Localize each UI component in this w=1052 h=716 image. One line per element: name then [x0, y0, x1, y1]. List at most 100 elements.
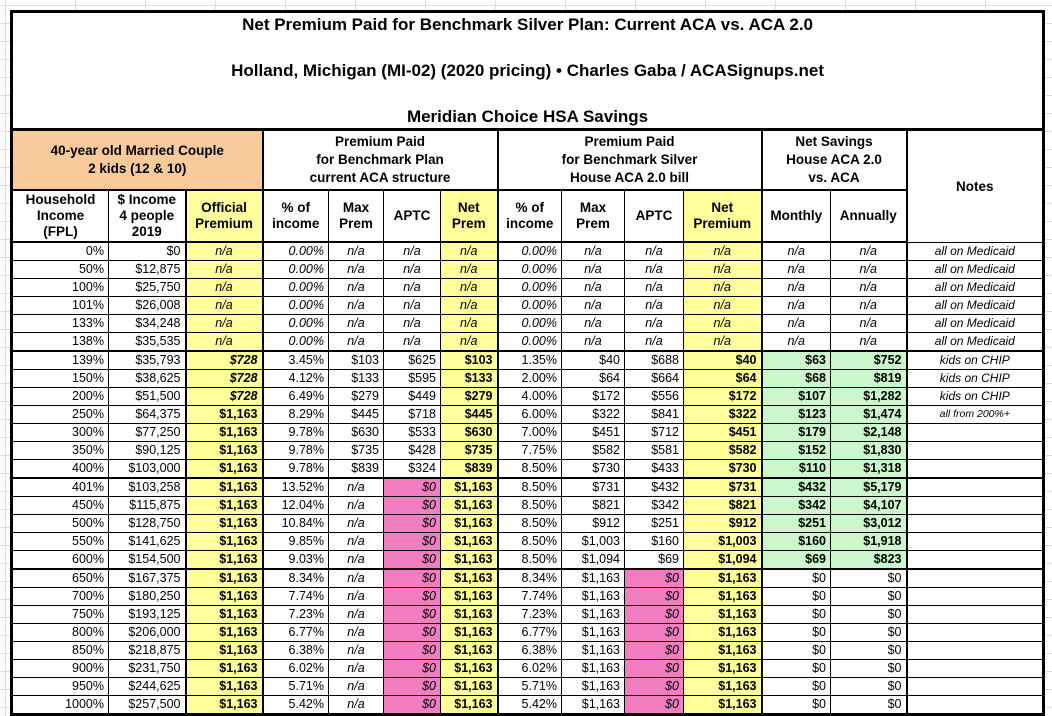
- cell-aca2-max-prem[interactable]: n/a: [561, 314, 625, 333]
- cell-aca2-net-premium[interactable]: n/a: [683, 332, 762, 352]
- cell-aca-pct-income[interactable]: 13.52%: [262, 477, 329, 497]
- cell-aca2-aptc[interactable]: $0: [624, 587, 684, 606]
- cell-aca2-pct-income[interactable]: 8.34%: [496, 568, 562, 588]
- cell-notes[interactable]: [905, 623, 1045, 642]
- cell-official-premium[interactable]: $1,163: [184, 423, 264, 442]
- cell-savings-annually[interactable]: $752: [830, 350, 907, 370]
- cell-aca2-net-premium[interactable]: $1,163: [683, 587, 762, 606]
- cell-savings-monthly[interactable]: $0: [760, 677, 831, 696]
- cell-savings-annually[interactable]: $4,107: [830, 496, 907, 515]
- cell-aca-net-prem[interactable]: $1,163: [440, 695, 498, 716]
- cell-aca-aptc[interactable]: $0: [383, 514, 441, 533]
- cell-savings-annually[interactable]: $5,179: [830, 477, 907, 497]
- cell-official-premium[interactable]: $1,163: [184, 587, 264, 606]
- cell-aca-net-prem[interactable]: $1,163: [440, 587, 498, 606]
- cell-aca-pct-income[interactable]: 6.38%: [262, 641, 329, 660]
- cell-aca2-net-premium[interactable]: n/a: [683, 241, 762, 261]
- cell-notes[interactable]: [905, 568, 1045, 588]
- cell-official-premium[interactable]: $1,163: [184, 568, 264, 588]
- cell-fpl[interactable]: 138%: [11, 332, 109, 352]
- cell-aca2-max-prem[interactable]: n/a: [561, 260, 625, 279]
- cell-aca-pct-income[interactable]: 8.29%: [262, 405, 329, 424]
- cell-income[interactable]: $141,625: [108, 532, 186, 551]
- cell-aca-aptc[interactable]: $449: [383, 387, 441, 406]
- cell-aca-max-prem[interactable]: n/a: [328, 695, 384, 716]
- cell-aca-pct-income[interactable]: 0.00%: [262, 296, 329, 315]
- cell-notes[interactable]: [905, 641, 1045, 660]
- cell-aca2-aptc[interactable]: $0: [624, 677, 684, 696]
- cell-aca2-net-premium[interactable]: n/a: [683, 260, 762, 279]
- cell-aca2-pct-income[interactable]: 8.50%: [496, 496, 562, 515]
- cell-savings-monthly[interactable]: $0: [760, 587, 831, 606]
- cell-income[interactable]: $51,500: [108, 387, 186, 406]
- cell-aca2-pct-income[interactable]: 6.77%: [496, 623, 562, 642]
- cell-savings-annually[interactable]: $1,918: [830, 532, 907, 551]
- cell-aca-pct-income[interactable]: 3.45%: [262, 350, 329, 370]
- cell-income[interactable]: $206,000: [108, 623, 186, 642]
- cell-savings-annually[interactable]: $3,012: [830, 514, 907, 533]
- cell-official-premium[interactable]: $1,163: [184, 695, 264, 716]
- cell-notes[interactable]: all on Medicaid: [905, 314, 1045, 333]
- cell-aca2-net-premium[interactable]: $1,163: [683, 677, 762, 696]
- cell-aca2-max-prem[interactable]: $821: [561, 496, 625, 515]
- cell-aca2-net-premium[interactable]: $1,163: [683, 605, 762, 624]
- cell-aca2-aptc[interactable]: n/a: [624, 278, 684, 297]
- cell-aca-aptc[interactable]: $0: [383, 587, 441, 606]
- cell-aca2-net-premium[interactable]: $582: [683, 441, 762, 460]
- cell-aca2-max-prem[interactable]: n/a: [561, 332, 625, 352]
- cell-income[interactable]: $34,248: [108, 314, 186, 333]
- cell-aca-aptc[interactable]: n/a: [383, 260, 441, 279]
- cell-aca2-net-premium[interactable]: $1,163: [683, 695, 762, 716]
- cell-notes[interactable]: [905, 496, 1045, 515]
- cell-aca-pct-income[interactable]: 9.78%: [262, 423, 329, 442]
- cell-aca2-pct-income[interactable]: 1.35%: [496, 350, 562, 370]
- cell-aca2-pct-income[interactable]: 2.00%: [496, 369, 562, 388]
- cell-aca-aptc[interactable]: $0: [383, 568, 441, 588]
- cell-notes[interactable]: kids on CHIP: [905, 350, 1045, 370]
- cell-savings-annually[interactable]: $2,148: [830, 423, 907, 442]
- cell-aca2-aptc[interactable]: $0: [624, 623, 684, 642]
- cell-aca2-max-prem[interactable]: $1,163: [561, 587, 625, 606]
- cell-notes[interactable]: all on Medicaid: [905, 241, 1045, 261]
- cell-savings-monthly[interactable]: $0: [760, 568, 831, 588]
- cell-aca-net-prem[interactable]: $1,163: [440, 496, 498, 515]
- cell-aca-pct-income[interactable]: 9.78%: [262, 441, 329, 460]
- cell-aca-aptc[interactable]: $324: [383, 459, 441, 479]
- cell-notes[interactable]: all on Medicaid: [905, 278, 1045, 297]
- cell-aca-pct-income[interactable]: 12.04%: [262, 496, 329, 515]
- cell-aca-max-prem[interactable]: n/a: [328, 550, 384, 570]
- cell-income[interactable]: $38,625: [108, 369, 186, 388]
- cell-aca-aptc[interactable]: $0: [383, 605, 441, 624]
- cell-aca-pct-income[interactable]: 6.49%: [262, 387, 329, 406]
- cell-aca2-pct-income[interactable]: 8.50%: [496, 514, 562, 533]
- cell-income[interactable]: $25,750: [108, 278, 186, 297]
- cell-income[interactable]: $180,250: [108, 587, 186, 606]
- cell-aca2-pct-income[interactable]: 8.50%: [496, 459, 562, 479]
- cell-aca2-aptc[interactable]: $556: [624, 387, 684, 406]
- cell-notes[interactable]: [905, 677, 1045, 696]
- cell-notes[interactable]: [905, 550, 1045, 570]
- cell-aca-net-prem[interactable]: $1,163: [440, 605, 498, 624]
- cell-income[interactable]: $154,500: [108, 550, 186, 570]
- cell-aca-max-prem[interactable]: n/a: [328, 641, 384, 660]
- cell-aca-max-prem[interactable]: n/a: [328, 623, 384, 642]
- cell-aca-net-prem[interactable]: $1,163: [440, 550, 498, 570]
- cell-aca2-net-premium[interactable]: $1,163: [683, 568, 762, 588]
- cell-aca-aptc[interactable]: $0: [383, 641, 441, 660]
- cell-aca2-pct-income[interactable]: 7.75%: [496, 441, 562, 460]
- cell-aca2-max-prem[interactable]: n/a: [561, 241, 625, 261]
- cell-income[interactable]: $115,875: [108, 496, 186, 515]
- cell-aca-net-prem[interactable]: $1,163: [440, 623, 498, 642]
- cell-aca-net-prem[interactable]: $1,163: [440, 568, 498, 588]
- cell-aca-max-prem[interactable]: n/a: [328, 532, 384, 551]
- cell-aca-net-prem[interactable]: n/a: [440, 314, 498, 333]
- cell-aca2-net-premium[interactable]: $1,003: [683, 532, 762, 551]
- cell-aca-net-prem[interactable]: n/a: [440, 260, 498, 279]
- cell-aca-pct-income[interactable]: 6.77%: [262, 623, 329, 642]
- cell-savings-annually[interactable]: n/a: [830, 296, 907, 315]
- cell-aca2-aptc[interactable]: n/a: [624, 296, 684, 315]
- cell-aca-aptc[interactable]: n/a: [383, 296, 441, 315]
- cell-aca2-max-prem[interactable]: $64: [561, 369, 625, 388]
- cell-aca-max-prem[interactable]: n/a: [328, 477, 384, 497]
- cell-aca-max-prem[interactable]: $133: [328, 369, 384, 388]
